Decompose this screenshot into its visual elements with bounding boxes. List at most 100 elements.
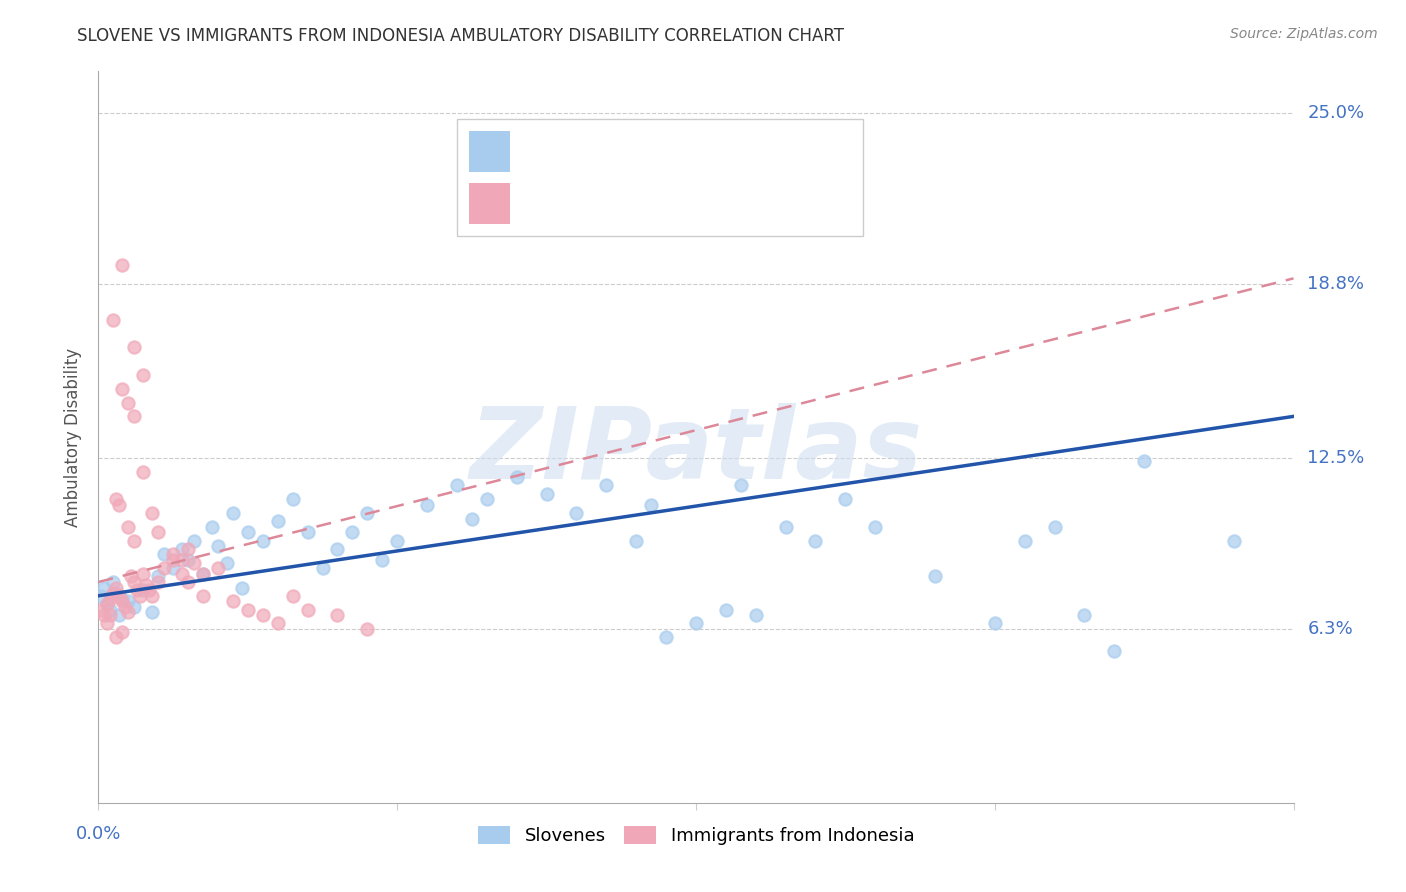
Point (215, 556, 238, 570)
Point (111, 382, 134, 396)
Point (231, 581, 253, 595)
Point (172, 541, 194, 556)
Point (93, 608, 115, 623)
Point (385, 533, 409, 548)
Point (201, 520, 224, 534)
Point (135, 578, 157, 592)
Point (93, 581, 115, 595)
Point (640, 498, 662, 512)
Text: 25.0%: 25.0% (1308, 103, 1365, 122)
Point (183, 533, 205, 548)
Point (90, 602, 112, 616)
Point (626, 533, 648, 548)
Legend: Slovenes, Immigrants from Indonesia: Slovenes, Immigrants from Indonesia (471, 819, 921, 852)
Point (138, 583, 160, 598)
Point (103, 312, 125, 326)
Point (655, 630, 678, 644)
Point (153, 561, 176, 575)
Point (252, 533, 274, 548)
Point (141, 605, 163, 619)
Point (1073, 608, 1095, 623)
Text: 18.8%: 18.8% (1308, 275, 1364, 293)
Point (281, 589, 304, 603)
Point (506, 470, 529, 484)
Text: 12.5%: 12.5% (1308, 449, 1365, 467)
Point (1133, 453, 1156, 467)
Point (267, 616, 290, 631)
Point (132, 465, 155, 479)
Text: ZIPatlas: ZIPatlas (470, 403, 922, 500)
Point (96, 597, 118, 611)
Point (326, 541, 349, 556)
Point (356, 622, 378, 636)
Point (108, 498, 131, 512)
Point (342, 525, 364, 540)
Point (141, 506, 163, 520)
Point (117, 520, 139, 534)
Point (685, 616, 707, 631)
Point (96, 597, 118, 611)
Point (117, 605, 139, 619)
Point (132, 368, 155, 382)
Point (714, 602, 737, 616)
Text: 6.3%: 6.3% (1308, 620, 1353, 638)
Point (924, 569, 946, 583)
Point (267, 514, 290, 528)
Point (141, 589, 163, 603)
Point (804, 533, 827, 548)
Point (297, 525, 319, 540)
Point (124, 574, 146, 589)
Point (111, 591, 134, 606)
Point (105, 586, 128, 600)
Point (148, 525, 170, 540)
Point (172, 553, 194, 567)
Y-axis label: Ambulatory Disability: Ambulatory Disability (65, 348, 83, 526)
Point (775, 520, 797, 534)
Point (207, 539, 229, 553)
Point (111, 594, 134, 608)
Point (236, 602, 259, 616)
Point (111, 258, 134, 272)
Point (446, 478, 468, 492)
Point (105, 630, 128, 644)
Point (191, 566, 214, 581)
Point (222, 506, 245, 520)
Point (191, 589, 214, 603)
Text: SLOVENE VS IMMIGRANTS FROM INDONESIA AMBULATORY DISABILITY CORRELATION CHART: SLOVENE VS IMMIGRANTS FROM INDONESIA AMB… (77, 27, 845, 45)
Point (124, 599, 146, 614)
Point (129, 589, 152, 603)
Point (475, 492, 498, 507)
Point (565, 506, 588, 520)
Point (103, 586, 125, 600)
Point (207, 561, 229, 575)
Point (105, 492, 128, 507)
Point (745, 608, 768, 623)
Point (177, 553, 200, 567)
Point (162, 553, 184, 567)
Point (536, 486, 558, 500)
Point (311, 561, 333, 575)
Point (834, 492, 856, 507)
Point (984, 616, 1007, 631)
Point (252, 608, 274, 623)
Point (111, 624, 134, 639)
Point (132, 566, 155, 581)
Point (416, 498, 439, 512)
Point (148, 574, 170, 589)
Point (281, 492, 304, 507)
Point (117, 594, 139, 608)
Point (191, 566, 214, 581)
Point (96, 616, 118, 631)
Point (162, 548, 184, 562)
Point (132, 583, 155, 598)
Point (148, 569, 170, 583)
Point (461, 511, 484, 525)
Point (153, 548, 176, 562)
Point (162, 561, 184, 575)
Point (114, 599, 136, 614)
Point (177, 541, 200, 556)
Point (117, 395, 139, 409)
Point (865, 520, 887, 534)
Point (172, 566, 194, 581)
Point (177, 574, 200, 589)
